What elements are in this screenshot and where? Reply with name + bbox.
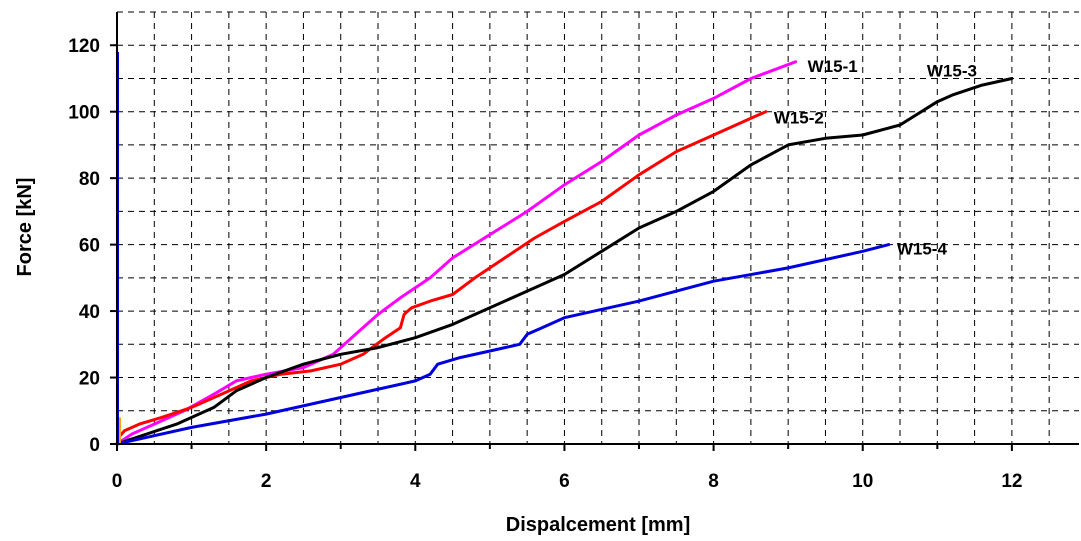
y-tick-label: 100: [68, 103, 100, 124]
y-axis-title: Force [kN]: [14, 178, 36, 277]
grid: [117, 11, 1079, 444]
y-tick-label: 40: [79, 302, 100, 323]
x-tick-label: 4: [410, 471, 421, 492]
x-tick-label: 0: [112, 471, 123, 492]
y-tick-label: 0: [89, 435, 100, 456]
y-tick-label: 60: [79, 236, 100, 257]
x-axis-title: Dispalcement [mm]: [506, 514, 691, 536]
series-line-w15-2: [115, 110, 768, 446]
series-labels: W15-1 W15-2 W15-3 W15-4: [774, 57, 977, 259]
series-label-w15-1: W15-1: [808, 57, 858, 76]
x-tick-label: 8: [708, 471, 719, 492]
x-tick-label: 6: [559, 471, 570, 492]
series-line-w15-3: [115, 77, 1014, 446]
series-label-w15-2: W15-2: [774, 109, 824, 128]
y-tick-label: 20: [79, 369, 100, 390]
series-label-w15-4: W15-4: [897, 240, 948, 259]
series-label-w15-3: W15-3: [927, 61, 977, 80]
series-line-w15-4: [115, 243, 891, 446]
x-tick-label: 2: [261, 471, 272, 492]
y-tick-label: 120: [68, 36, 100, 57]
y-tick-label: 80: [79, 169, 100, 190]
axes: [110, 12, 1079, 451]
series-line-w15-1: [115, 60, 798, 446]
x-tick-label: 10: [852, 471, 873, 492]
x-tick-label: 12: [1001, 471, 1022, 492]
